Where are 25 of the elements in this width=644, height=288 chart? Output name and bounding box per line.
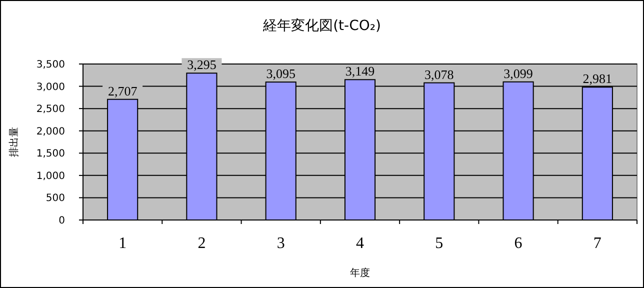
data-label: 3,095 [266, 66, 296, 82]
data-label: 2,981 [582, 71, 612, 86]
y-tick-label: 1,000 [36, 170, 65, 182]
x-tick-label: 3 [276, 235, 285, 252]
y-tick-label: 1,500 [36, 148, 65, 160]
x-tick-label: 1 [118, 235, 127, 252]
y-tick-label: 0 [58, 216, 65, 226]
y-tick-label: 3,500 [36, 60, 65, 70]
data-label: 3,149 [345, 64, 375, 79]
x-tick-label: 7 [593, 235, 602, 252]
y-axis-title: 排出量 [8, 127, 20, 157]
data-label: 3,078 [424, 66, 454, 82]
y-tick-label: 3,000 [36, 82, 65, 93]
x-axis-title: 年度 [350, 267, 370, 279]
data-label: 3,099 [504, 66, 533, 81]
chart-title: 経年変化図(t-CO₂) [262, 18, 381, 34]
data-label: 2,707 [108, 83, 138, 98]
x-tick-label: 5 [435, 235, 444, 252]
y-tick-label: 2,500 [36, 104, 65, 116]
y-tick-label: 500 [46, 193, 65, 204]
y-tick-label: 2,000 [36, 126, 65, 138]
x-tick-label: 2 [198, 235, 206, 252]
x-tick-label: 4 [356, 235, 364, 252]
x-tick-label: 6 [514, 235, 522, 252]
data-label: 3,295 [187, 57, 216, 72]
